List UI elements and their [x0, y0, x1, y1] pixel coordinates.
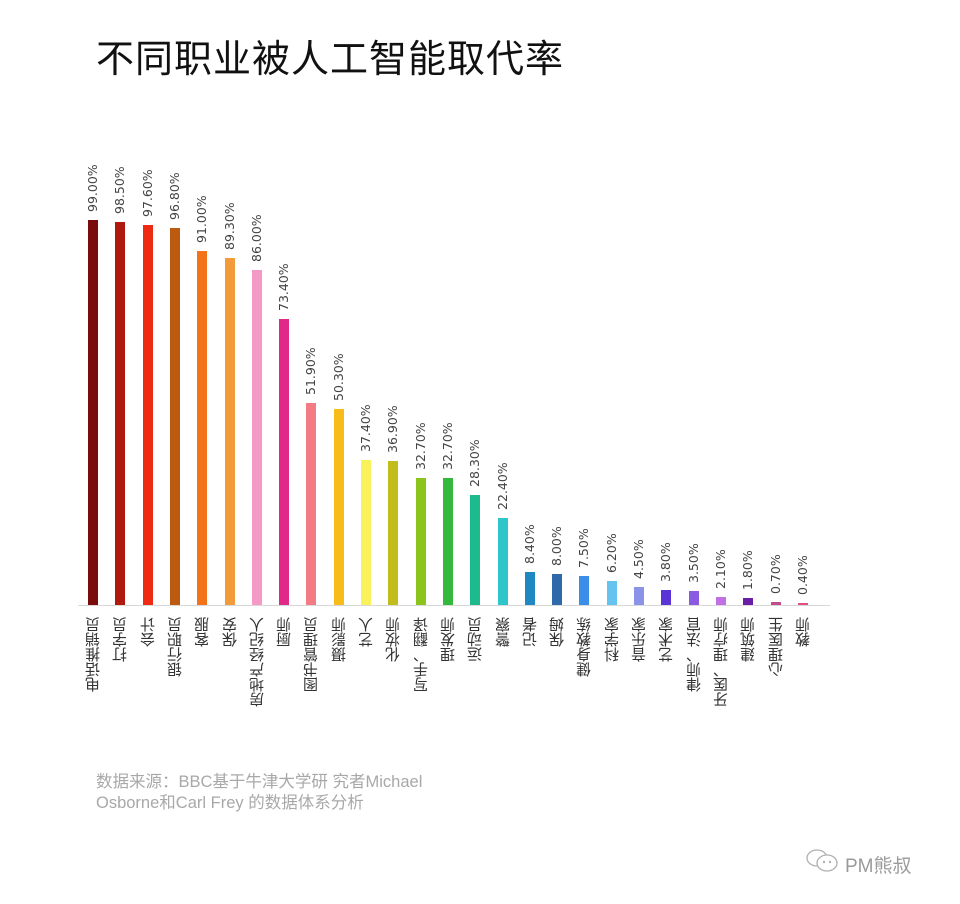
category-label: 警察: [493, 617, 512, 647]
bar: [251, 270, 262, 605]
category-label: 银行职员: [165, 617, 184, 677]
bar: [169, 228, 180, 605]
bar: [442, 477, 453, 605]
bar: [197, 251, 208, 605]
bar: [552, 573, 563, 605]
bar: [497, 517, 508, 605]
category-label: 记者: [520, 617, 539, 647]
category-label: 建筑师: [739, 617, 758, 662]
bar-value-label: 1.80%: [740, 550, 756, 590]
bar-value-label: 73.40%: [276, 263, 292, 312]
bar: [634, 587, 644, 605]
category-label: 健身教练: [575, 617, 594, 677]
bar: [415, 477, 426, 605]
bar-value-label: 6.20%: [603, 533, 619, 573]
bar: [743, 597, 754, 605]
bar: [797, 603, 808, 605]
bar: [279, 319, 290, 605]
bar: [470, 494, 481, 605]
watermark: PM熊叔: [805, 848, 912, 880]
category-label: 理发师: [438, 617, 457, 662]
bar: [579, 575, 590, 605]
category-label: 写手、翻译: [411, 617, 430, 692]
category-label: 教师: [793, 617, 812, 647]
bar-value-label: 37.40%: [358, 403, 373, 452]
bar-value-label: 7.50%: [576, 528, 592, 568]
category-label: 保安: [220, 617, 239, 647]
category-label: 电话推销员: [84, 617, 102, 692]
bar: [361, 459, 371, 605]
bar-value-label: 22.40%: [494, 462, 510, 510]
category-label: 心理医生: [766, 617, 785, 677]
source-line-2: Osborne和Carl Frey 的数据体系分析: [96, 794, 364, 812]
wechat-icon: [805, 848, 839, 880]
bar: [661, 590, 672, 605]
category-label: 律师、法官: [684, 617, 703, 692]
category-label: 运动员: [466, 617, 485, 662]
bar-value-label: 89.30%: [221, 201, 237, 250]
bar-value-label: 28.30%: [467, 439, 483, 487]
x-axis-baseline: [78, 605, 830, 606]
category-label: 艺人: [357, 617, 375, 647]
bar-value-label: 4.50%: [631, 539, 646, 580]
bar: [88, 219, 98, 605]
bar-value-label: 8.40%: [521, 524, 537, 565]
data-source-note: 数据来源：BBC基于牛津大学研 究者Michael Osborne和Carl F…: [96, 772, 422, 814]
bar: [115, 221, 126, 605]
category-label: 图书管理员: [302, 617, 321, 692]
chart-title: 不同职业被人工智能取代率: [96, 37, 565, 81]
bar-value-label: 99.00%: [85, 164, 100, 212]
bar-value-label: 2.10%: [712, 549, 728, 589]
bar-value-label: 91.00%: [194, 195, 210, 243]
category-label: 厨师: [275, 617, 294, 647]
bar-value-label: 32.70%: [412, 422, 428, 470]
bar-value-label: 96.80%: [166, 172, 182, 221]
bar: [142, 225, 153, 605]
category-label: 科学家: [602, 617, 621, 662]
bar: [333, 409, 344, 605]
category-label: 客服: [193, 617, 212, 647]
category-label: 化妆师: [384, 617, 403, 662]
category-label: 会计: [138, 617, 157, 647]
bar: [306, 403, 317, 605]
category-label: 艺术家: [657, 617, 676, 662]
bar-value-label: 8.00%: [549, 526, 565, 566]
bar: [606, 580, 617, 605]
bar: [688, 591, 699, 605]
bar-value-label: 0.70%: [767, 554, 783, 595]
bar-value-label: 36.90%: [385, 405, 401, 454]
category-label: 牙医、理疗师: [711, 617, 730, 707]
category-label: 房地产经纪人: [247, 617, 266, 707]
source-line-1: 数据来源：BBC基于牛津大学研 究者Michael: [96, 773, 423, 791]
bar-value-label: 0.40%: [794, 555, 810, 595]
bar: [770, 602, 781, 605]
watermark-text: PM熊叔: [845, 855, 912, 877]
category-label: 打字员: [111, 617, 130, 662]
chart-area: [68, 145, 828, 755]
bar: [715, 596, 726, 605]
bar-value-label: 50.30%: [330, 353, 346, 402]
bar-value-label: 32.70%: [439, 422, 455, 470]
bar: [388, 461, 399, 605]
bar: [524, 572, 535, 605]
category-label: 保姆: [548, 617, 567, 647]
bar-value-label: 98.50%: [112, 166, 128, 214]
bar-value-label: 3.50%: [685, 543, 701, 584]
bar-value-label: 97.60%: [139, 169, 155, 218]
bar-value-label: 51.90%: [303, 347, 319, 396]
category-label: 音乐家: [630, 617, 648, 662]
category-label: 摄影师: [329, 617, 348, 662]
bar: [224, 257, 235, 605]
bar-value-label: 3.80%: [658, 542, 674, 583]
bar-value-label: 86.00%: [248, 214, 264, 263]
